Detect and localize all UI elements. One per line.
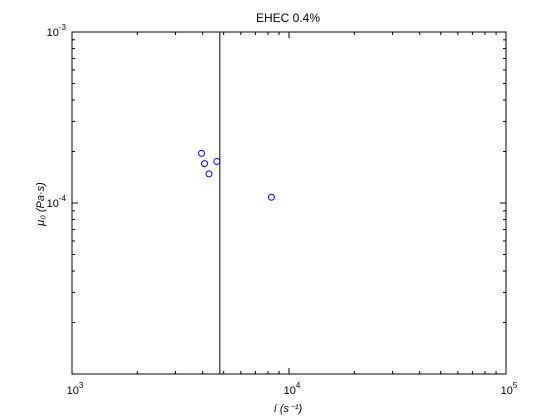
plot-area: 103 104 105 10-4 10-3 xyxy=(47,23,518,397)
x-tick-label: 104 xyxy=(284,381,301,397)
y-axis-label: μ₀ (Pa·s) xyxy=(35,182,47,227)
data-point xyxy=(197,149,205,157)
x-tick-label: 103 xyxy=(67,381,84,397)
data-point xyxy=(267,193,275,201)
chart-title: EHEC 0.4% xyxy=(256,11,320,25)
data-point xyxy=(205,170,213,178)
y-tick-label: 10-3 xyxy=(47,23,67,39)
y-tick-label: 10-4 xyxy=(47,194,67,210)
x-tick-label: 105 xyxy=(501,381,518,397)
data-point xyxy=(213,157,221,165)
x-axis-label: í (s⁻¹) xyxy=(274,403,303,415)
data-point xyxy=(201,160,209,168)
